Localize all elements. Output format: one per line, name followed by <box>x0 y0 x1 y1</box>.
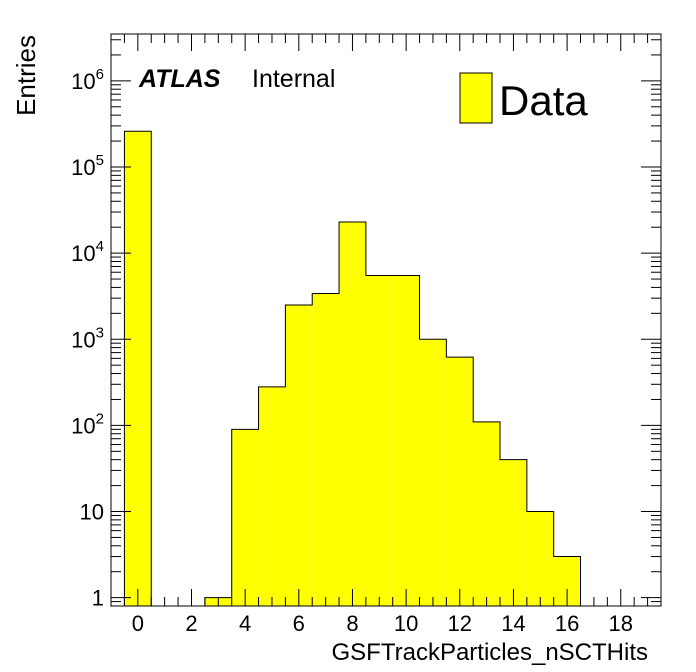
histogram-bar <box>365 275 393 606</box>
legend-label: Data <box>499 77 588 124</box>
x-tick-label: 14 <box>501 611 525 636</box>
histogram-outline <box>123 130 582 606</box>
histogram-bar <box>124 131 152 606</box>
x-tick-label: 0 <box>132 611 144 636</box>
x-tick-label: 18 <box>609 611 633 636</box>
y-tick-label: 106 <box>71 66 104 94</box>
y-tick-label: 103 <box>71 324 104 352</box>
histogram-bar <box>339 221 366 606</box>
x-tick-label: 8 <box>346 611 358 636</box>
y-tick-label: 105 <box>71 152 104 180</box>
y-tick-label: 1 <box>92 586 104 611</box>
internal-label: Internal <box>252 65 335 93</box>
x-tick-label: 10 <box>394 611 418 636</box>
axes-layer: 0 2 4 6 8 10 12 14 16 18 1 10 102 103 104 105 106 <box>71 33 662 636</box>
histogram-bar <box>446 357 474 606</box>
histogram-bar <box>473 421 501 606</box>
atlas-label: ATLAS <box>138 65 221 93</box>
x-axis-label: GSFTrackParticles_nSCTHits <box>332 639 649 666</box>
histogram-bar <box>285 304 313 606</box>
y-tick-label: 10 <box>80 500 104 525</box>
y-tick-label: 104 <box>71 238 104 266</box>
histogram-bar <box>258 386 286 606</box>
y-axis-label: Entries <box>11 35 41 116</box>
x-tick-label: 12 <box>448 611 472 636</box>
histogram-bar <box>231 429 259 606</box>
histogram-bar <box>500 459 527 606</box>
bars-layer <box>123 130 582 606</box>
y-tick-label: 102 <box>71 410 104 438</box>
x-tick-label: 6 <box>293 611 305 636</box>
x-tick-label: 2 <box>185 611 197 636</box>
histogram-bar <box>419 339 447 606</box>
histogram-bar <box>526 511 554 606</box>
legend-swatch <box>459 72 493 124</box>
histogram-bar <box>312 293 340 606</box>
histogram-bar <box>392 275 420 606</box>
x-tick-label: 4 <box>239 611 251 636</box>
x-tick-label: 16 <box>555 611 579 636</box>
plot-frame <box>110 33 662 607</box>
